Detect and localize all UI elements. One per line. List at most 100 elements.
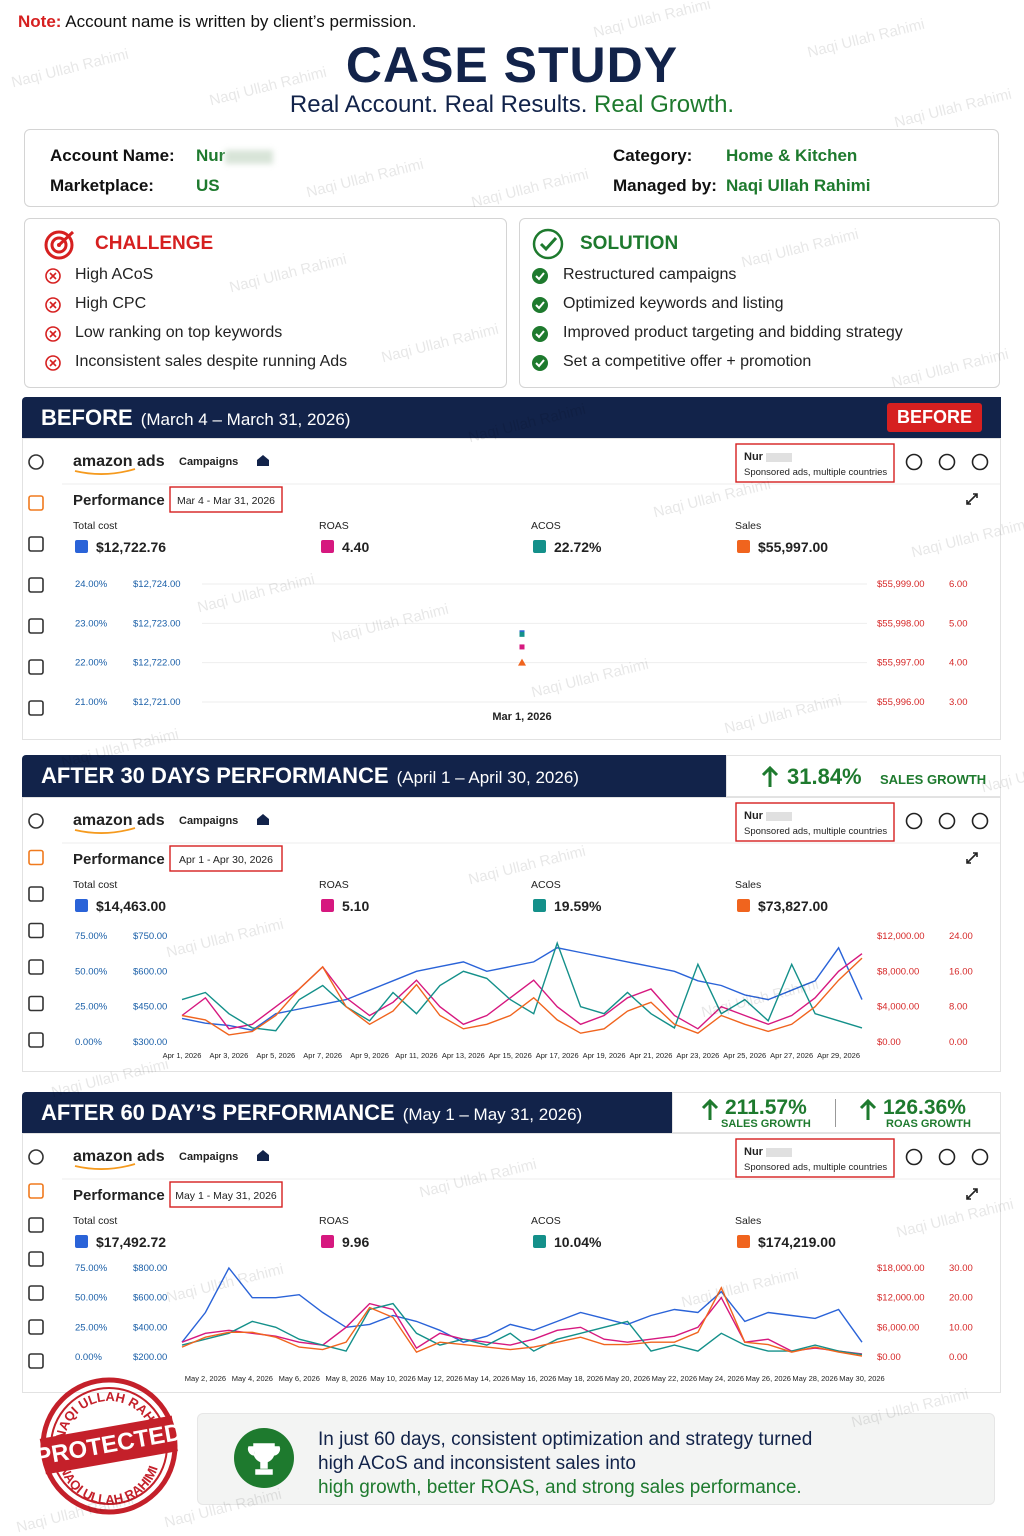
y-tick-label: 4.00 [949,658,968,669]
header-icon [938,1148,956,1166]
point [518,658,526,666]
account-name: Nur [196,146,226,165]
growth-value: 31.84% [787,764,862,789]
metric-value: 22.72% [554,539,602,555]
x-tick-label: Apr 1, 2026 [163,1051,202,1060]
blur [766,1148,792,1157]
sidebar-icon [28,813,44,829]
x-tick-label: Apr 29, 2026 [817,1051,860,1060]
sidebar-icon [28,1149,44,1165]
x-tick-label: May 10, 2026 [370,1374,415,1383]
account-name: Nur [744,1146,764,1158]
y-tick-label: $12,723.00 [133,618,181,629]
metric-label: ROAS [319,879,349,891]
brand: amazon ads [73,812,165,829]
account-sub: Sponsored ads, multiple countries [744,467,887,478]
sidebar-icon [28,886,44,902]
x-icon [45,355,61,371]
message-line: high ACoS and inconsistent sales into [318,1453,636,1474]
y-tick-label: 75.00% [75,931,108,942]
x-tick-label: Apr 15, 2026 [489,1051,532,1060]
field-value: US [196,176,220,195]
section-title-text: BEFORE [41,405,133,430]
note-label: Note: [18,12,62,31]
sidebar-icon [28,1285,44,1301]
list-item: Restructured campaigns [563,266,737,283]
growth-label: ROAS GROWTH [886,1118,971,1130]
series-line [181,1266,863,1343]
subtitle: Real Account. Real Results. Real Growth. [0,91,1024,119]
metric-value: $55,997.00 [758,539,828,555]
x-tick-label: May 18, 2026 [558,1374,603,1383]
brand-smile [74,1163,136,1170]
y-tick-label: 20.00 [949,1293,973,1304]
performance: Performance [73,851,165,868]
metric-label: ACOS [531,520,561,532]
y-tick-label: 21.00% [75,697,108,708]
y-tick-label: 24.00% [75,579,108,590]
x-tick-label: Apr 5, 2026 [256,1051,295,1060]
series-line [181,946,863,1031]
sidebar-icon [28,454,44,470]
section-range: (March 4 – March 31, 2026) [140,410,351,429]
y-tick-label: $600.00 [133,1293,167,1304]
after60-bar: AFTER 60 DAY’S PERFORMANCE (May 1 – May 3… [22,1092,672,1133]
stamp-band [39,1415,178,1475]
brand: amazon ads [73,1148,165,1165]
trophy-icon [234,1428,294,1488]
account-name: Nur [744,451,764,463]
performance: Performance [73,492,165,509]
series-line [181,953,863,1030]
sidebar-icon [28,1217,44,1233]
account-sub: Sponsored ads, multiple countries [744,1162,887,1173]
before-badge: BEFORE [887,403,982,432]
field-value: Home & Kitchen [726,146,858,165]
brand-smile [74,468,136,475]
blur [225,149,274,164]
metric-value: 5.10 [342,898,369,914]
header-icon [971,1148,989,1166]
message-line: In just 60 days, consistent optimization… [318,1429,813,1450]
y-tick-label: 25.00% [75,1322,108,1333]
point [519,631,525,637]
x-tick-label: Apr 23, 2026 [676,1051,719,1060]
x-tick-label: May 14, 2026 [464,1374,509,1383]
up-arrow [701,1099,719,1120]
x-tick-label: Apr 3, 2026 [210,1051,249,1060]
metric-value: $73,827.00 [758,898,828,914]
legend-swatch [737,899,750,912]
y-tick-label: $6,000.00 [877,1322,919,1333]
y-tick-label: 50.00% [75,1293,108,1304]
list-item: Low ranking on top keywords [75,324,283,341]
date-box [169,486,283,513]
legend-swatch [737,1235,750,1248]
legend-swatch [533,540,546,553]
brand-smile [74,827,136,834]
y-tick-label: $55,998.00 [877,618,925,629]
header-icon [938,812,956,830]
account-box [735,443,895,483]
y-tick-label: 50.00% [75,966,108,977]
sidebar-icon [28,577,44,593]
y-tick-label: $18,000.00 [877,1263,925,1274]
before-bar: BEFORE (March 4 – March 31, 2026) BEFORE [22,397,1001,438]
sidebar-icon [28,495,44,511]
legend-swatch [75,1235,88,1248]
x-tick-label: May 20, 2026 [605,1374,650,1383]
legend-swatch [321,540,334,553]
legend-swatch [321,1235,334,1248]
up-arrow [859,1099,877,1120]
point [519,644,525,650]
challenge-card: CHALLENGE High ACoS High CPC Low ranking o… [24,218,507,388]
legend-swatch [533,899,546,912]
check-icon [532,268,548,284]
metric-value: $12,722.76 [96,539,166,555]
account-name: Nur [744,810,764,822]
note: Note: Account name is written by client’… [18,12,416,32]
sidebar-icon [28,849,44,866]
metric-value: 19.59% [554,898,602,914]
x-icon [45,326,61,342]
header-icon [905,453,923,471]
sidebar-icon [28,536,44,552]
